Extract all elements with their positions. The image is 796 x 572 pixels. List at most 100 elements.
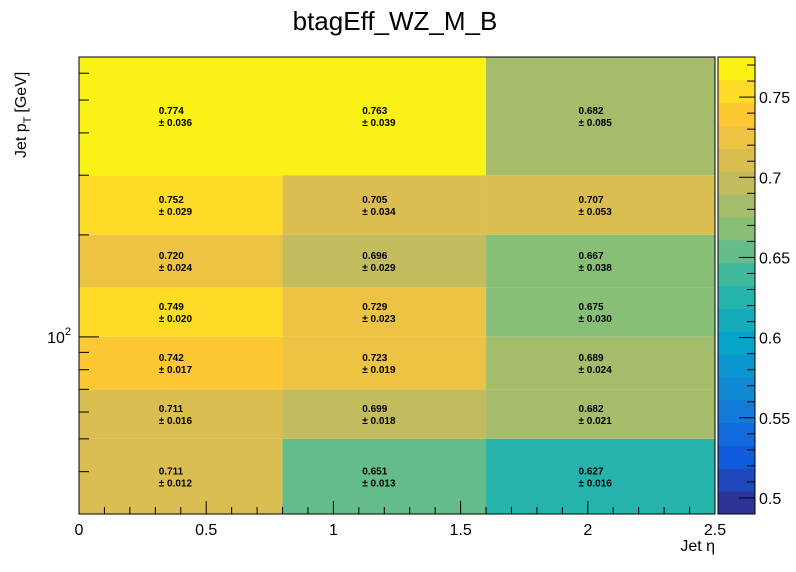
color-scale-tick-label: 0.7 <box>759 170 781 187</box>
cell-value-label: 0.651 <box>362 466 387 477</box>
cell-value-label: 0.667 <box>579 251 604 262</box>
cell-error-label: ± 0.039 <box>362 118 396 129</box>
cell-error-label: ± 0.016 <box>579 478 613 489</box>
cell-value-label: 0.707 <box>579 195 604 206</box>
cell-error-label: ± 0.024 <box>159 263 193 274</box>
x-tick-label: 2.5 <box>704 522 726 539</box>
cell-error-label: ± 0.017 <box>159 365 193 376</box>
heatmap-cell <box>79 234 283 288</box>
color-scale-tick-label: 0.6 <box>759 331 781 348</box>
heatmap-cell <box>282 234 487 288</box>
color-scale-segment <box>718 79 755 104</box>
cell-error-label: ± 0.016 <box>159 416 193 427</box>
heatmap-cell <box>282 57 487 176</box>
heatmap-cell <box>486 438 715 514</box>
color-scale-segment <box>718 171 755 195</box>
cell-value-label: 0.699 <box>362 404 387 415</box>
x-axis: 0 0.5 1 1.5 2 2.5 <box>75 501 726 539</box>
color-scale-axis: 0.5 0.55 0.6 0.65 0.7 0.75 <box>739 64 790 515</box>
color-scale-frame <box>717 56 756 515</box>
cell-error-label: ± 0.029 <box>159 207 193 218</box>
color-scale-segment <box>718 285 755 309</box>
x-tick-label: 1.5 <box>449 522 471 539</box>
color-scale-bar <box>717 56 756 515</box>
cell-value-label: 0.763 <box>362 106 387 117</box>
cell-error-label: ± 0.012 <box>159 478 193 489</box>
color-scale-segment <box>718 216 755 241</box>
cell-error-label: ± 0.053 <box>579 207 613 218</box>
color-scale-segment <box>718 331 755 355</box>
color-scale-segment <box>718 194 755 218</box>
cell-value-label: 0.752 <box>159 195 184 206</box>
x-tick-label: 1 <box>329 522 338 539</box>
color-scale-segment <box>718 399 755 424</box>
y-axis: 102 <box>47 72 99 515</box>
cell-value-label: 0.627 <box>579 466 604 477</box>
x-tick-label: 2 <box>583 522 592 539</box>
cell-value-label: 0.723 <box>362 353 387 364</box>
heatmap-cell <box>486 175 715 235</box>
color-scale-segment <box>718 422 755 446</box>
cell-value-label: 0.711 <box>159 404 184 415</box>
cell-value-label: 0.720 <box>159 251 184 262</box>
heatmap-cell <box>282 389 487 439</box>
cell-value-label: 0.689 <box>579 353 604 364</box>
cell-value-label: 0.696 <box>362 251 387 262</box>
cell-value-label: 0.749 <box>159 302 184 313</box>
cell-error-label: ± 0.021 <box>579 416 613 427</box>
cell-value-label: 0.675 <box>579 302 604 313</box>
heatmap-cells <box>79 57 715 514</box>
heatmap-cell <box>486 57 715 176</box>
heatmap-cell <box>79 175 283 235</box>
y-tick-label-base: 10 <box>47 330 65 347</box>
heatmap-cell <box>79 336 283 390</box>
heatmap-cell <box>282 336 487 390</box>
x-tick-label: 0 <box>75 522 84 539</box>
cell-value-label: 0.705 <box>362 195 387 206</box>
color-scale-segment <box>718 376 755 401</box>
cell-value-label: 0.682 <box>579 404 604 415</box>
heatmap-cell <box>486 336 715 390</box>
cell-error-label: ± 0.020 <box>159 314 193 325</box>
heatmap-cell <box>282 175 487 235</box>
cell-error-label: ± 0.034 <box>362 207 396 218</box>
cell-error-label: ± 0.018 <box>362 416 396 427</box>
y-axis-label: Jet pT [GeV] <box>13 72 34 158</box>
color-scale-segment <box>718 445 755 469</box>
color-scale-segment <box>718 239 755 264</box>
color-scale-segment <box>718 57 755 81</box>
color-scale-tick-label: 0.65 <box>759 250 790 267</box>
color-scale-segment <box>718 125 755 149</box>
cell-value-label: 0.774 <box>159 106 184 117</box>
cell-error-label: ± 0.036 <box>159 118 193 129</box>
cell-value-label: 0.729 <box>362 302 387 313</box>
plot-frame <box>78 56 716 515</box>
cell-error-label: ± 0.030 <box>579 314 613 325</box>
color-scale-tick-label: 0.5 <box>759 491 781 508</box>
color-scale-segment <box>718 262 755 286</box>
y-tick-label: 102 <box>47 326 71 347</box>
heatmap-cell <box>486 389 715 439</box>
y-axis-label-main: Jet p <box>13 123 30 158</box>
color-scale-segment <box>718 308 755 332</box>
cell-error-label: ± 0.085 <box>579 118 613 129</box>
color-scale-segment <box>718 102 755 127</box>
heatmap-cell <box>79 287 283 337</box>
cell-value-label: 0.711 <box>159 466 184 477</box>
x-axis-label: Jet η <box>680 538 715 555</box>
color-scale-segment <box>718 491 755 515</box>
heatmap-cell <box>282 287 487 337</box>
chart-title: btagEff_WZ_M_B <box>293 6 498 36</box>
color-scale-segment <box>718 468 755 492</box>
cell-value-label: 0.742 <box>159 353 184 364</box>
y-tick-label-exponent: 2 <box>65 326 71 338</box>
color-scale-tick-label: 0.75 <box>759 90 790 107</box>
cell-value-label: 0.682 <box>579 106 604 117</box>
y-axis-label-unit: [GeV] <box>13 72 30 113</box>
cell-error-label: ± 0.038 <box>579 263 613 274</box>
heatmap-cell <box>486 234 715 288</box>
heatmap-cell <box>79 57 283 176</box>
cell-error-label: ± 0.029 <box>362 263 396 274</box>
